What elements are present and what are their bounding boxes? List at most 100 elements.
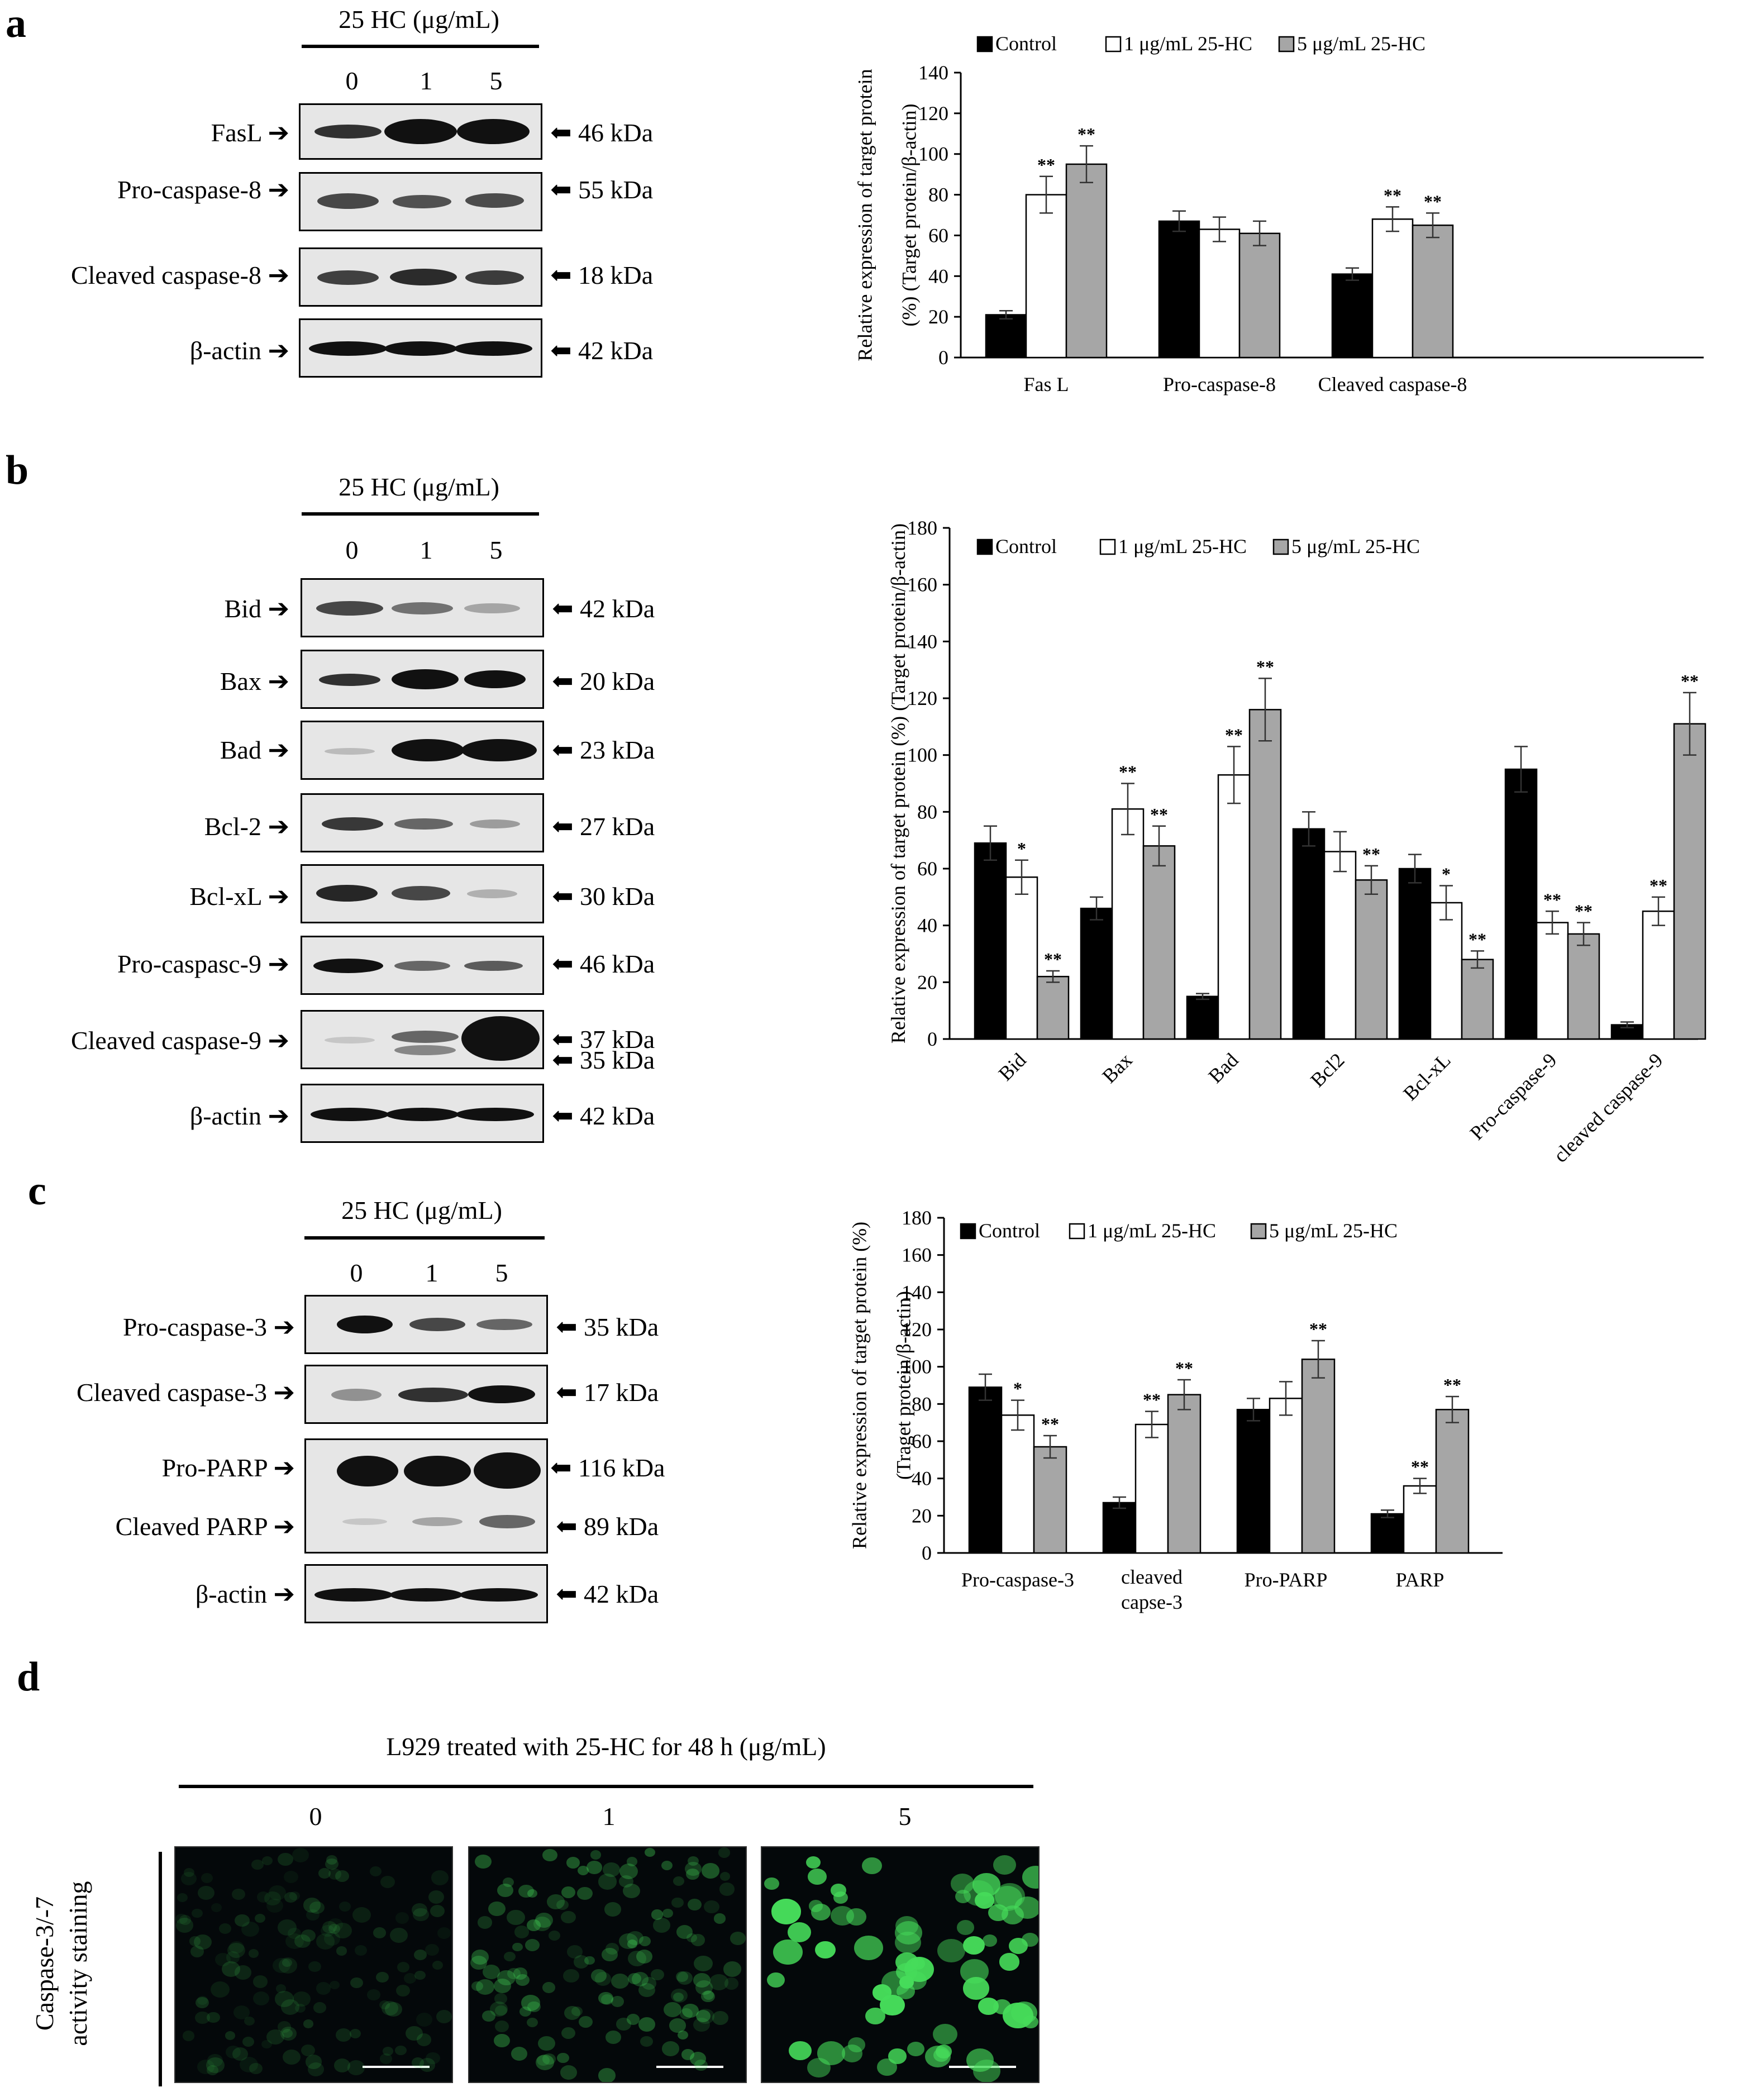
cell-spot [542,1982,555,1993]
cell-spot [222,1961,241,1977]
cell-spot [956,1920,974,1935]
bar [1355,879,1388,1040]
cell-spot [577,1886,593,1900]
y-tick-label: 40 [928,265,948,287]
cell-spot [636,1950,652,1964]
cell-spot [428,1890,444,1904]
cell-spot [436,2010,452,2024]
legend-swatch [1272,539,1289,555]
cell-spot [561,1911,576,1924]
cell-spot [268,1885,287,1901]
cell-spot [533,1916,551,1932]
panel-d-header-line [179,1785,1033,1788]
blot-label: Pro-PARP ➔ [161,1454,295,1482]
blot-label: FasL ➔ [211,118,289,147]
cell-spot [182,2031,195,2041]
cell-spot [590,1969,607,1983]
significance-mark: ** [1681,671,1699,691]
bar [1025,194,1067,359]
bar [974,842,1007,1040]
legend-entry: Control [979,1219,1040,1242]
significance-mark: ** [1575,901,1593,921]
cell-spot [767,1972,785,1988]
panel-a-lane-0: 0 [345,66,359,95]
y-axis-label: (Traget protein/β-actin) [893,1291,915,1480]
cell-spot [225,2045,241,2059]
cell-spot [526,2017,538,2028]
significance-mark: ** [1469,929,1486,949]
significance-mark: ** [1078,124,1095,144]
cell-spot [681,2049,694,2060]
y-axis-label: (%) (Target protein/β-actin) [898,104,921,327]
cell-spot [476,1979,494,1995]
cell-spot [626,1857,637,1866]
cell-spot [622,1883,640,1899]
cell-spot [611,1996,624,2008]
cell-spot [815,1941,836,1959]
blot-parp [304,1438,548,1553]
cell-spot [275,1984,287,1993]
cell-spot [475,1854,492,1869]
y-axis-label: Relative expression of target protein (%… [887,523,909,1043]
cell-spot [730,1932,746,1945]
cell-spot [285,1933,304,1950]
cell-spot [631,1971,649,1986]
cell-spot [513,1967,528,1980]
cell-spot [935,2044,952,2059]
cell-spot [651,1969,664,1981]
cell-spot [547,1894,565,1909]
y-tick-label: 100 [918,143,948,165]
cell-spot [347,2060,365,2075]
cell-spot [515,1974,530,1986]
legend-entry: 1 μg/mL 25-HC [1118,535,1247,557]
cell-spot [180,1872,197,1885]
cell-spot [425,1943,439,1956]
significance-mark: ** [1044,949,1062,969]
cell-spot [214,1952,231,1966]
bar [1134,1423,1169,1554]
cell-spot [252,1991,270,2006]
cell-spot [370,1866,382,1876]
cell-spot [669,2018,686,2033]
significance-mark: ** [1309,1319,1327,1339]
cell-spot [910,1957,925,1970]
cell-spot [481,2010,496,2022]
cell-spot [1023,2015,1038,2029]
cell-spot [278,1853,293,1866]
cell-spot [294,1934,311,1948]
blot-bax [301,650,544,709]
significance-mark: ** [1119,762,1137,782]
blot-kda: ⬅ 42 kDa [552,594,655,623]
cell-spot [661,1860,673,1870]
cell-spot [537,2055,550,2066]
cell-spot [235,1965,252,1980]
bar [1036,975,1070,1040]
bar [1331,273,1374,359]
y-tick-label: 120 [918,102,948,125]
blot-kda: ⬅ 27 kDa [552,812,655,841]
cell-spot [414,1950,427,1961]
cell-spot [325,1858,339,1870]
cell-spot [352,1907,371,1923]
cell-spot [197,2060,214,2075]
legend-entry: 5 μg/mL 25-HC [1291,535,1420,557]
cell-spot [251,1859,264,1870]
cell-spot [397,1961,410,1973]
legend-swatch [976,36,993,53]
cell-spot [320,1924,335,1937]
blot-label: Cleaved PARP ➔ [115,1512,295,1541]
cell-spot [284,1891,297,1903]
cell-spot [561,1886,575,1898]
cell-spot [993,1999,1012,2014]
bar [1186,995,1219,1040]
cell-spot [651,1909,664,1920]
x-tick-label: Pro-PARP [1245,1569,1328,1591]
y-axis-label: Relative expression of target protein [854,69,876,361]
cell-spot [303,1898,321,1913]
blot-pro-caspase-8 [299,172,542,231]
cell-spot [210,1981,230,1998]
cell-spot [606,2030,622,2044]
cell-spot [514,1926,529,1938]
blot-kda: ⬅ 42 kDa [550,336,654,365]
cell-spot [619,1864,638,1880]
